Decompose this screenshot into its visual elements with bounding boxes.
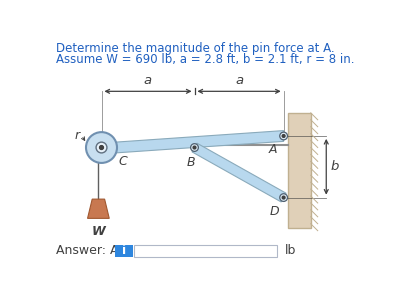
Circle shape: [86, 132, 117, 163]
Text: Assume W = 690 lb, a = 2.8 ft, b = 2.1 ft, r = 8 in.: Assume W = 690 lb, a = 2.8 ft, b = 2.1 f…: [56, 53, 354, 66]
FancyBboxPatch shape: [115, 245, 133, 257]
Text: a: a: [235, 74, 243, 88]
Circle shape: [282, 196, 285, 199]
Polygon shape: [192, 143, 286, 202]
Text: lb: lb: [285, 244, 297, 257]
Text: C: C: [119, 155, 127, 168]
Circle shape: [99, 146, 103, 150]
Circle shape: [193, 146, 196, 149]
Circle shape: [191, 144, 198, 151]
Text: i: i: [122, 244, 126, 257]
Text: a: a: [144, 74, 152, 88]
FancyBboxPatch shape: [134, 245, 277, 257]
Polygon shape: [88, 199, 109, 218]
Circle shape: [96, 142, 107, 153]
Text: b: b: [330, 160, 339, 173]
Text: W: W: [92, 225, 105, 237]
Text: A: A: [269, 143, 277, 156]
Text: r: r: [74, 129, 79, 143]
Bar: [288, 113, 311, 228]
Circle shape: [280, 132, 288, 140]
Polygon shape: [115, 131, 283, 153]
Circle shape: [282, 135, 285, 137]
Text: Determine the magnitude of the pin force at A.: Determine the magnitude of the pin force…: [56, 42, 335, 55]
Circle shape: [280, 194, 288, 202]
Text: D: D: [270, 205, 279, 218]
Text: Answer: A =: Answer: A =: [56, 244, 133, 257]
Text: B: B: [187, 156, 195, 169]
